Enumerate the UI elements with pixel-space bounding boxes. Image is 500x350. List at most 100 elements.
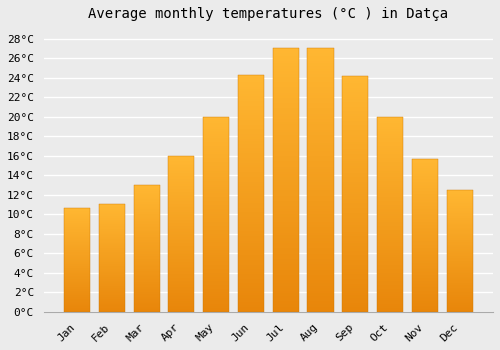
Bar <box>377 131 403 132</box>
Bar <box>342 307 368 310</box>
Bar <box>203 216 229 218</box>
Bar <box>377 293 403 294</box>
Bar <box>412 295 438 297</box>
Bar <box>377 158 403 160</box>
Bar <box>272 90 299 92</box>
Bar <box>64 246 90 247</box>
Bar <box>412 173 438 174</box>
Bar <box>238 284 264 286</box>
Bar <box>134 256 160 257</box>
Bar <box>412 188 438 189</box>
Bar <box>272 248 299 251</box>
Bar <box>272 161 299 164</box>
Bar <box>238 215 264 217</box>
Bar <box>238 205 264 208</box>
Bar <box>134 292 160 293</box>
Bar <box>134 273 160 274</box>
Bar <box>412 304 438 306</box>
Bar <box>238 309 264 312</box>
Bar <box>412 234 438 235</box>
Bar <box>64 290 90 291</box>
Bar <box>134 254 160 255</box>
Bar <box>446 190 472 191</box>
Bar <box>308 48 334 50</box>
Bar <box>134 301 160 302</box>
Bar <box>272 135 299 138</box>
Bar <box>203 232 229 234</box>
Bar <box>308 140 334 143</box>
Bar <box>412 205 438 206</box>
Bar <box>134 275 160 276</box>
Bar <box>272 309 299 312</box>
Bar <box>308 185 334 188</box>
Bar <box>168 204 194 206</box>
Bar <box>134 283 160 284</box>
Bar <box>308 82 334 85</box>
Bar <box>308 206 334 209</box>
Bar <box>342 265 368 267</box>
Bar <box>377 218 403 220</box>
Bar <box>412 249 438 251</box>
Bar <box>412 310 438 312</box>
Bar <box>64 230 90 231</box>
Bar <box>377 256 403 257</box>
Bar <box>377 230 403 232</box>
Bar <box>377 226 403 228</box>
Bar <box>308 235 334 238</box>
Bar <box>342 239 368 241</box>
Bar <box>308 127 334 130</box>
Bar <box>412 198 438 200</box>
Bar <box>168 240 194 242</box>
Bar <box>64 235 90 236</box>
Bar <box>412 160 438 162</box>
Bar <box>342 121 368 123</box>
Bar <box>308 228 334 230</box>
Bar <box>446 247 472 248</box>
Bar <box>64 221 90 222</box>
Bar <box>377 117 403 119</box>
Bar <box>203 244 229 246</box>
Bar <box>203 253 229 256</box>
Bar <box>134 299 160 301</box>
Bar <box>377 132 403 134</box>
Bar <box>64 251 90 252</box>
Bar <box>377 246 403 247</box>
Bar <box>446 303 472 304</box>
Bar <box>446 225 472 226</box>
Bar <box>64 214 90 215</box>
Bar <box>446 289 472 290</box>
Bar <box>412 266 438 267</box>
Bar <box>168 250 194 251</box>
Bar <box>203 228 229 230</box>
Bar <box>412 168 438 169</box>
Bar <box>272 264 299 267</box>
Bar <box>342 140 368 142</box>
Bar <box>64 245 90 246</box>
Bar <box>342 248 368 251</box>
Bar <box>203 127 229 128</box>
Bar <box>377 279 403 281</box>
Bar <box>64 247 90 248</box>
Bar <box>446 245 472 246</box>
Bar <box>99 310 125 311</box>
Bar <box>308 309 334 312</box>
Bar <box>238 246 264 248</box>
Bar <box>99 210 125 211</box>
Bar <box>446 234 472 235</box>
Bar <box>64 298 90 299</box>
Bar <box>342 236 368 239</box>
Bar <box>134 188 160 189</box>
Bar <box>342 116 368 118</box>
Bar <box>134 265 160 266</box>
Bar <box>238 91 264 94</box>
Bar <box>412 165 438 167</box>
Bar <box>272 77 299 79</box>
Bar <box>446 212 472 213</box>
Bar <box>203 290 229 293</box>
Bar <box>238 158 264 160</box>
Bar <box>64 224 90 225</box>
Bar <box>64 295 90 296</box>
Bar <box>308 111 334 114</box>
Bar <box>134 293 160 294</box>
Bar <box>272 119 299 121</box>
